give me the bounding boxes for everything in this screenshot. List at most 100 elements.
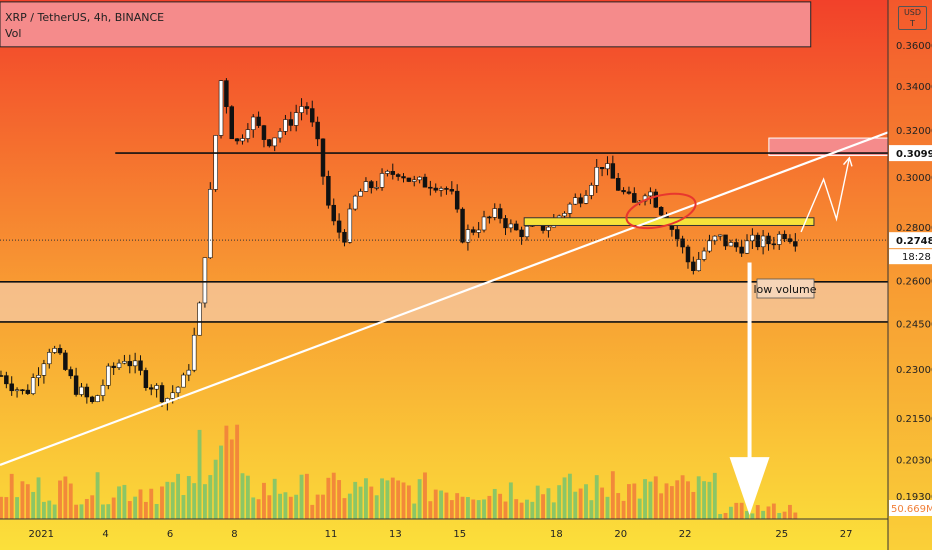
projection-path (800, 157, 851, 233)
volume-bar (723, 512, 728, 519)
candle-body (106, 365, 111, 386)
volume-bar (573, 491, 578, 519)
candle-body (224, 80, 229, 107)
candle-body (658, 207, 664, 216)
candle (342, 229, 347, 247)
candle-body (181, 374, 186, 388)
volume-bar (702, 481, 707, 519)
volume-bar (299, 474, 304, 519)
volume-bar (251, 497, 256, 519)
volume-bar (755, 505, 760, 519)
volume-bar (734, 502, 739, 519)
candle-body (261, 125, 267, 140)
candle-body (567, 203, 573, 214)
volume-bar (605, 496, 610, 519)
candle (310, 100, 315, 127)
candle (771, 236, 777, 250)
volume-bar (401, 482, 406, 519)
candle (707, 234, 712, 253)
candle-body (159, 385, 165, 403)
candle-body (465, 229, 471, 243)
candle (0, 370, 4, 377)
candle (127, 354, 133, 374)
volume-bar (160, 486, 164, 519)
candle-body (573, 197, 578, 205)
candle-body (315, 121, 320, 140)
candle-body (487, 216, 492, 219)
candle (567, 202, 573, 219)
candle (159, 382, 165, 407)
candle-body (138, 360, 143, 371)
volume-bar (643, 479, 647, 519)
candle (497, 203, 503, 224)
volume-bar (594, 475, 599, 519)
candle-body (750, 234, 755, 242)
chart-title: XRP / TetherUS, 4h, BINANCE (5, 11, 165, 24)
candle (138, 355, 143, 376)
candle-body (283, 119, 288, 132)
candle (224, 78, 229, 114)
candle-body (293, 112, 299, 126)
candle-body (653, 191, 659, 208)
volume-bar (68, 483, 73, 519)
candle-body (95, 395, 100, 402)
level-price-tag (889, 145, 932, 162)
candle-body (240, 138, 245, 142)
candle (685, 244, 691, 269)
candle (615, 172, 621, 191)
x-tick-label: 20 (614, 529, 627, 540)
volume-bar (648, 481, 653, 519)
trendline (0, 131, 889, 466)
volume-bar (31, 491, 36, 519)
candle (605, 156, 610, 176)
candle (379, 168, 385, 191)
candle (213, 134, 218, 192)
candle (744, 234, 750, 254)
candle (573, 193, 578, 205)
volume-bar (449, 500, 454, 519)
volume-bar (508, 482, 513, 519)
candle (476, 222, 481, 238)
candle (272, 137, 277, 152)
candle-body (632, 193, 637, 203)
volume-bar (213, 459, 218, 519)
volume-bar (664, 483, 669, 519)
candle-body (379, 173, 385, 188)
volume-bar (197, 429, 202, 519)
volume-bar (680, 475, 685, 519)
currency-button[interactable]: USD T (898, 6, 927, 30)
candle (793, 233, 798, 252)
candle-body (460, 208, 465, 243)
x-tick-label: 27 (840, 529, 853, 540)
volume-bar (777, 512, 782, 519)
candle (395, 173, 401, 181)
candle-body (417, 176, 422, 181)
candle (782, 230, 787, 243)
candle-body (175, 386, 181, 394)
candle-body (14, 389, 20, 392)
volume-bar (455, 493, 460, 519)
volume-bar (428, 501, 433, 519)
volume-bar (192, 483, 197, 519)
volume-bar (283, 492, 288, 519)
candle-body (562, 213, 567, 217)
candle-body (288, 119, 294, 126)
candle (465, 224, 471, 251)
candle (79, 383, 84, 397)
volume-bar (267, 495, 272, 519)
candle-body (111, 365, 116, 368)
volume-bar (331, 472, 336, 519)
candle (63, 350, 68, 371)
candle-body (73, 375, 79, 395)
volume-bar (240, 473, 245, 519)
volume-bar (691, 491, 696, 519)
volume-bar (117, 486, 121, 519)
candle-body (428, 186, 433, 189)
candle (208, 182, 213, 259)
candle-body (245, 129, 251, 139)
candle-body (546, 226, 551, 231)
